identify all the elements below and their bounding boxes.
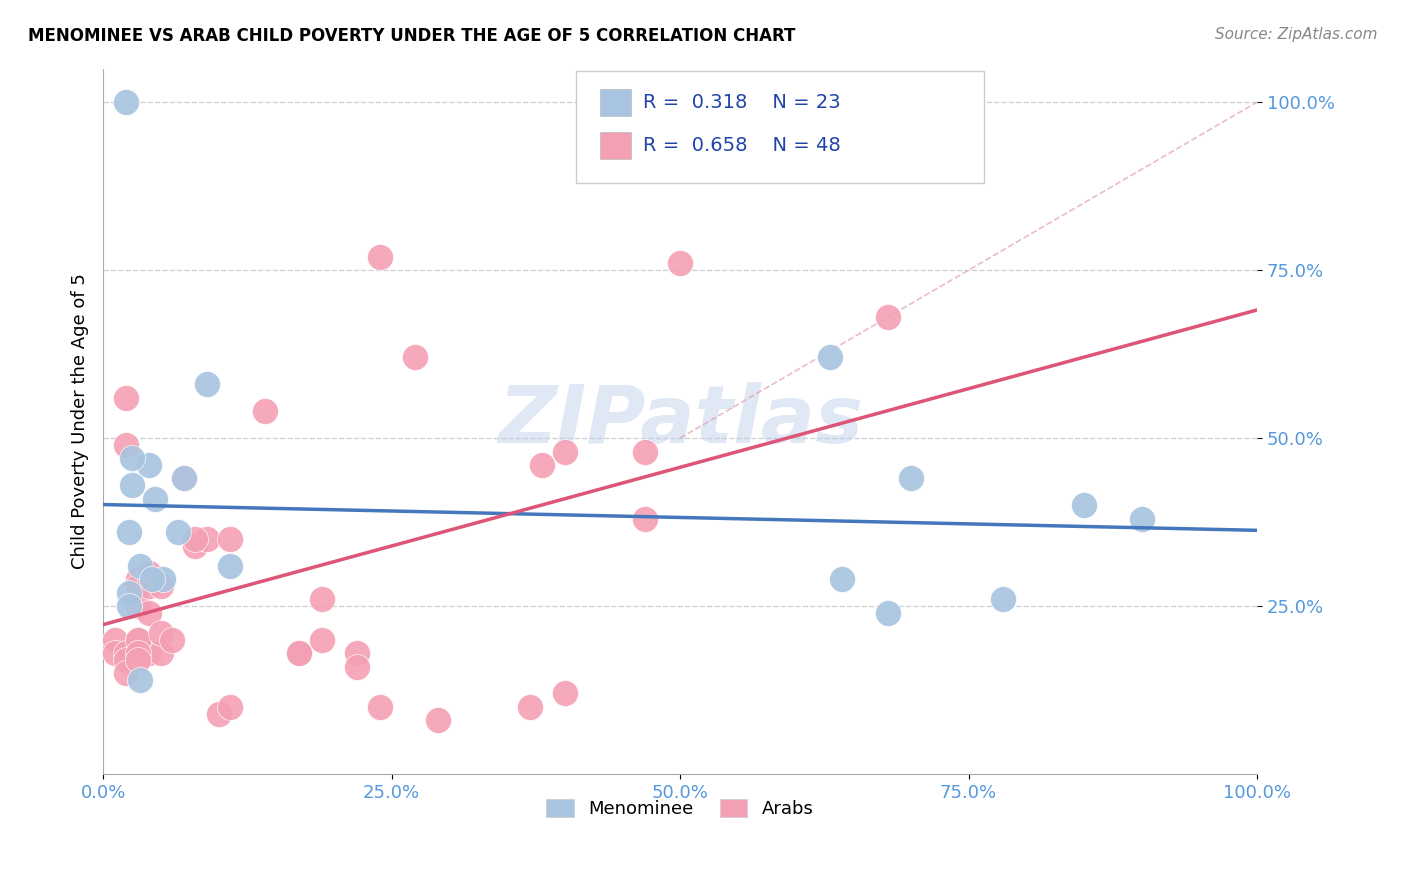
- Point: [184, 539, 207, 553]
- Point: [900, 471, 922, 485]
- Point: [138, 579, 160, 593]
- Point: [634, 444, 657, 458]
- Point: [991, 592, 1014, 607]
- Point: [152, 572, 174, 586]
- Point: [138, 566, 160, 580]
- Point: [104, 632, 127, 647]
- Point: [127, 572, 149, 586]
- Text: ZIPatlas: ZIPatlas: [498, 383, 863, 460]
- Point: [117, 585, 139, 599]
- Point: [311, 632, 333, 647]
- Point: [311, 592, 333, 607]
- Point: [253, 404, 276, 418]
- Point: [127, 632, 149, 647]
- Point: [368, 250, 391, 264]
- Point: [669, 256, 692, 270]
- Point: [115, 646, 138, 660]
- Point: [141, 572, 163, 586]
- Point: [876, 310, 898, 325]
- Point: [519, 700, 541, 714]
- Point: [129, 673, 152, 687]
- Point: [346, 659, 368, 673]
- Point: [115, 653, 138, 667]
- Point: [219, 532, 242, 546]
- Point: [115, 95, 138, 109]
- Point: [117, 525, 139, 540]
- Point: [554, 686, 576, 700]
- Point: [162, 632, 184, 647]
- Point: [143, 491, 166, 506]
- Point: [288, 646, 311, 660]
- Point: [207, 706, 229, 721]
- Point: [129, 558, 152, 573]
- Point: [1073, 499, 1095, 513]
- Point: [219, 700, 242, 714]
- Text: R =  0.658    N = 48: R = 0.658 N = 48: [643, 136, 841, 155]
- Point: [195, 377, 218, 392]
- Point: [138, 458, 160, 472]
- Point: [173, 471, 195, 485]
- Point: [530, 458, 553, 472]
- Point: [127, 646, 149, 660]
- Point: [127, 653, 149, 667]
- Point: [1130, 512, 1153, 526]
- Y-axis label: Child Poverty Under the Age of 5: Child Poverty Under the Age of 5: [72, 273, 89, 569]
- Point: [149, 579, 172, 593]
- Point: [818, 351, 841, 365]
- Point: [404, 351, 426, 365]
- Point: [115, 666, 138, 681]
- Point: [876, 606, 898, 620]
- Point: [149, 626, 172, 640]
- Point: [121, 451, 143, 466]
- Point: [634, 512, 657, 526]
- Point: [115, 438, 138, 452]
- Point: [127, 579, 149, 593]
- Point: [426, 714, 449, 728]
- Text: Source: ZipAtlas.com: Source: ZipAtlas.com: [1215, 27, 1378, 42]
- Point: [115, 391, 138, 405]
- Point: [127, 599, 149, 614]
- Legend: Menominee, Arabs: Menominee, Arabs: [540, 791, 821, 825]
- Point: [138, 646, 160, 660]
- Point: [104, 646, 127, 660]
- Point: [117, 599, 139, 614]
- Point: [288, 646, 311, 660]
- Point: [195, 532, 218, 546]
- Text: MENOMINEE VS ARAB CHILD POVERTY UNDER THE AGE OF 5 CORRELATION CHART: MENOMINEE VS ARAB CHILD POVERTY UNDER TH…: [28, 27, 796, 45]
- Text: R =  0.318    N = 23: R = 0.318 N = 23: [643, 93, 841, 112]
- Point: [831, 572, 853, 586]
- Point: [138, 606, 160, 620]
- Point: [219, 558, 242, 573]
- Point: [368, 700, 391, 714]
- Point: [121, 478, 143, 492]
- Point: [346, 646, 368, 660]
- Point: [173, 471, 195, 485]
- Point: [127, 632, 149, 647]
- Point: [184, 532, 207, 546]
- Point: [149, 646, 172, 660]
- Point: [554, 444, 576, 458]
- Point: [167, 525, 190, 540]
